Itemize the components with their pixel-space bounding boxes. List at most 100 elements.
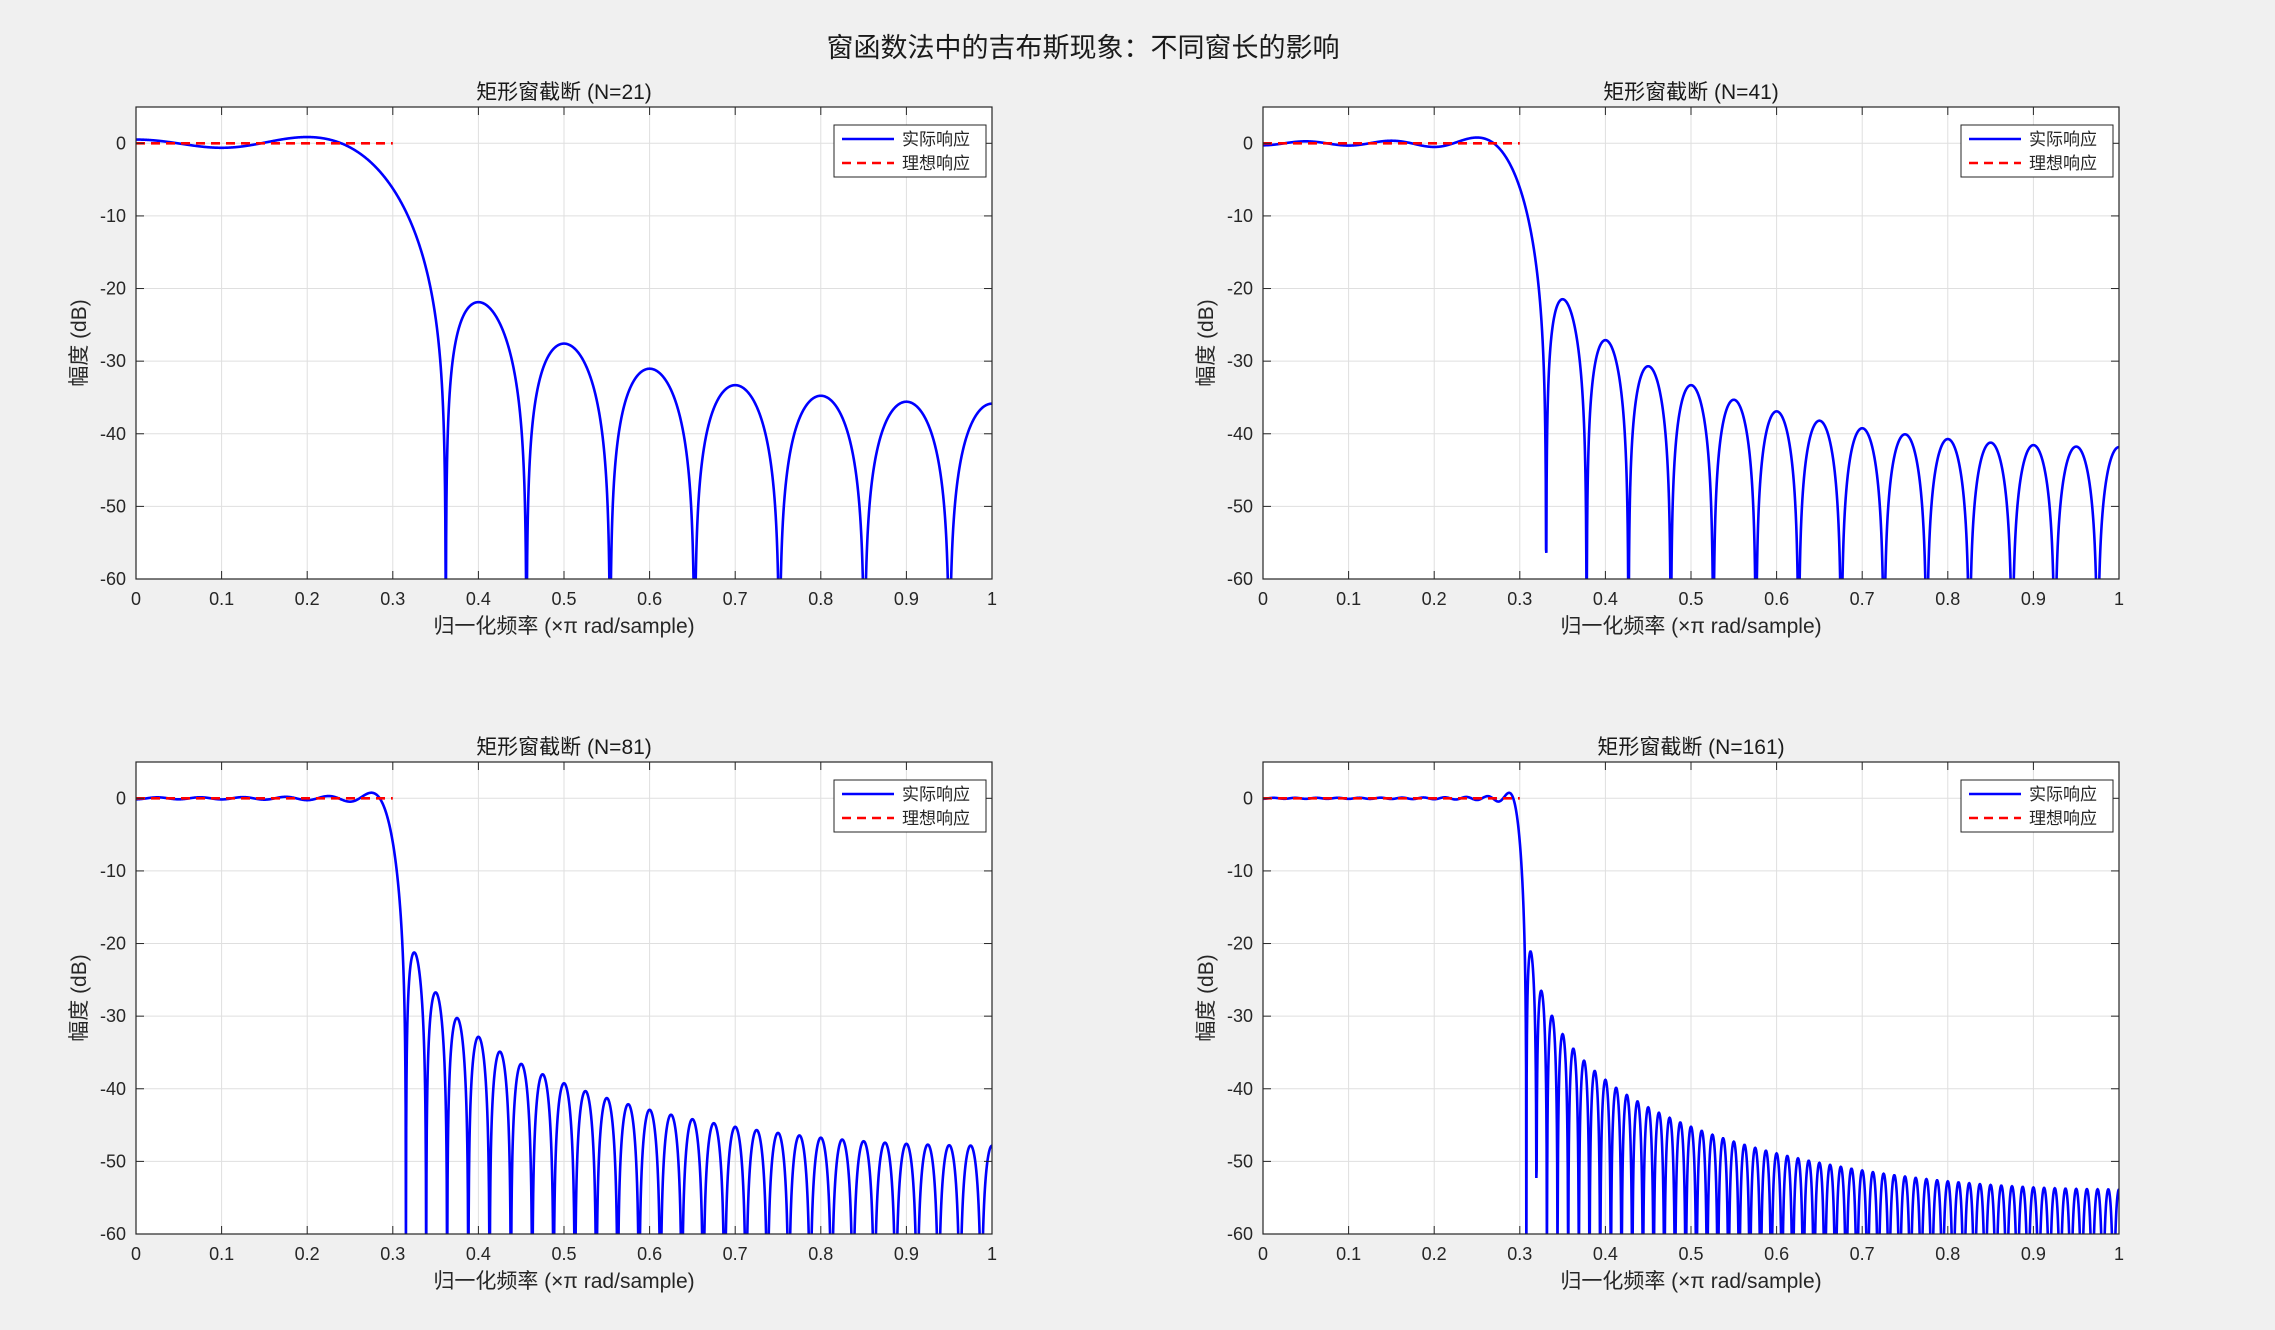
legend-box bbox=[1960, 779, 2114, 833]
subplot-4: 0 0.1 0.2 0.3 0.4 0.5 0.6 0.7 0.8 0.9 1 0 -10 -20 -30 -… bbox=[1195, 736, 2124, 1293]
y-tick-label: -10 bbox=[100, 861, 126, 881]
x-axis-label: 归一化频率 (×π rad/sample) bbox=[1560, 1270, 1821, 1293]
legend-label: 实际响应 bbox=[2029, 130, 2097, 149]
x-tick-label: 0.1 bbox=[1336, 1244, 1361, 1264]
y-tick-label: -40 bbox=[1227, 1079, 1253, 1099]
legend-label: 理想响应 bbox=[902, 809, 970, 828]
legend-label: 实际响应 bbox=[902, 785, 970, 804]
y-tick-label: -40 bbox=[100, 1079, 126, 1099]
x-tick-label: 0.3 bbox=[380, 1244, 405, 1264]
x-tick-label: 0.5 bbox=[551, 1244, 576, 1264]
subplot-title: 矩形窗截断 (N=81) bbox=[476, 736, 652, 759]
y-tick-label: -10 bbox=[100, 206, 126, 226]
x-tick-label: 0.7 bbox=[723, 1244, 748, 1264]
legend-label: 实际响应 bbox=[902, 130, 970, 149]
y-axis-label: 幅度 (dB) bbox=[68, 954, 91, 1042]
x-tick-label: 0.5 bbox=[551, 589, 576, 609]
x-tick-label: 0.2 bbox=[295, 1244, 320, 1264]
y-tick-label: -40 bbox=[1227, 424, 1253, 444]
x-tick-label: 0.8 bbox=[1935, 589, 1960, 609]
legend-label: 理想响应 bbox=[2029, 809, 2097, 828]
x-tick-label: 0.9 bbox=[2021, 1244, 2046, 1264]
legend-box bbox=[1960, 124, 2114, 178]
y-tick-label: 0 bbox=[1243, 133, 1253, 153]
y-tick-label: -20 bbox=[1227, 934, 1253, 954]
x-tick-label: 0.5 bbox=[1678, 1244, 1703, 1264]
x-tick-label: 0.2 bbox=[295, 589, 320, 609]
legend-label: 理想响应 bbox=[2029, 154, 2097, 173]
y-tick-label: -50 bbox=[1227, 496, 1253, 516]
y-tick-label: -50 bbox=[100, 496, 126, 516]
figure-title: 窗函数法中的吉布斯现象：不同窗长的影响 bbox=[827, 33, 1340, 63]
y-tick-label: -30 bbox=[1227, 351, 1253, 371]
subplot-title: 矩形窗截断 (N=21) bbox=[476, 81, 652, 104]
x-tick-label: 0.2 bbox=[1422, 1244, 1447, 1264]
x-tick-label: 0 bbox=[1258, 1244, 1268, 1264]
x-tick-label: 0.8 bbox=[1935, 1244, 1960, 1264]
y-axis-label: 幅度 (dB) bbox=[1195, 954, 1218, 1042]
legend-label: 实际响应 bbox=[2029, 785, 2097, 804]
y-tick-label: -60 bbox=[100, 1224, 126, 1244]
x-tick-label: 1 bbox=[987, 589, 997, 609]
legend-box bbox=[833, 779, 987, 833]
x-tick-label: 0.8 bbox=[808, 589, 833, 609]
x-tick-label: 0.1 bbox=[209, 589, 234, 609]
x-tick-label: 0.6 bbox=[637, 589, 662, 609]
subplot-title: 矩形窗截断 (N=161) bbox=[1597, 736, 1784, 759]
x-tick-label: 0.9 bbox=[894, 589, 919, 609]
y-tick-label: -50 bbox=[100, 1151, 126, 1171]
x-tick-label: 0.3 bbox=[380, 589, 405, 609]
x-tick-label: 0 bbox=[131, 1244, 141, 1264]
x-tick-label: 0.6 bbox=[1764, 1244, 1789, 1264]
subplot-title: 矩形窗截断 (N=41) bbox=[1603, 81, 1779, 104]
x-tick-label: 0.3 bbox=[1507, 1244, 1532, 1264]
y-tick-label: -20 bbox=[100, 279, 126, 299]
x-tick-label: 0.7 bbox=[723, 589, 748, 609]
x-tick-label: 1 bbox=[987, 1244, 997, 1264]
y-tick-label: 0 bbox=[116, 133, 126, 153]
actual-response-line bbox=[136, 135, 992, 579]
x-tick-label: 0 bbox=[131, 589, 141, 609]
x-tick-label: 0.4 bbox=[466, 589, 491, 609]
x-tick-label: 0.8 bbox=[808, 1244, 833, 1264]
x-tick-label: 0.7 bbox=[1850, 589, 1875, 609]
y-tick-label: -20 bbox=[1227, 279, 1253, 299]
y-tick-label: -20 bbox=[100, 934, 126, 954]
x-tick-label: 0.5 bbox=[1678, 589, 1703, 609]
subplot-3: 0 0.1 0.2 0.3 0.4 0.5 0.6 0.7 0.8 0.9 1 0 -10 -20 -30 -… bbox=[68, 736, 997, 1293]
x-axis-label: 归一化频率 (×π rad/sample) bbox=[1560, 615, 1821, 638]
x-tick-label: 0.4 bbox=[1593, 1244, 1618, 1264]
y-tick-label: -30 bbox=[100, 351, 126, 371]
x-tick-label: 0.2 bbox=[1422, 589, 1447, 609]
y-tick-label: -60 bbox=[100, 569, 126, 589]
legend-label: 理想响应 bbox=[902, 154, 970, 173]
x-axis-label: 归一化频率 (×π rad/sample) bbox=[433, 1270, 694, 1293]
y-tick-label: -60 bbox=[1227, 1224, 1253, 1244]
x-tick-label: 0.7 bbox=[1850, 1244, 1875, 1264]
x-tick-label: 0.9 bbox=[894, 1244, 919, 1264]
x-axis-label: 归一化频率 (×π rad/sample) bbox=[433, 615, 694, 638]
legend-box bbox=[833, 124, 987, 178]
subplot-1: 0 0.1 0.2 0.3 0.4 0.5 0.6 0.7 0.8 0.9 1 0 -10 -20 -30 -… bbox=[68, 81, 997, 638]
subplot-2: 0 0.1 0.2 0.3 0.4 0.5 0.6 0.7 0.8 0.9 1 0 -10 -20 -30 -… bbox=[1195, 81, 2124, 638]
x-tick-label: 0.9 bbox=[2021, 589, 2046, 609]
x-tick-label: 1 bbox=[2114, 1244, 2124, 1264]
x-tick-label: 0.3 bbox=[1507, 589, 1532, 609]
y-tick-label: -30 bbox=[1227, 1006, 1253, 1026]
x-tick-label: 0.4 bbox=[466, 1244, 491, 1264]
x-tick-label: 0.6 bbox=[637, 1244, 662, 1264]
x-tick-label: 0.6 bbox=[1764, 589, 1789, 609]
y-tick-label: -60 bbox=[1227, 569, 1253, 589]
y-tick-label: -10 bbox=[1227, 206, 1253, 226]
x-tick-label: 1 bbox=[2114, 589, 2124, 609]
x-tick-label: 0.4 bbox=[1593, 589, 1618, 609]
y-axis-label: 幅度 (dB) bbox=[68, 299, 91, 387]
y-tick-label: 0 bbox=[1243, 788, 1253, 808]
x-tick-label: 0.1 bbox=[1336, 589, 1361, 609]
x-tick-label: 0.1 bbox=[209, 1244, 234, 1264]
